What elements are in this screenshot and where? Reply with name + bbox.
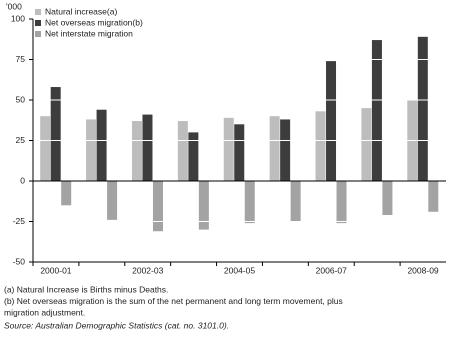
bar: [417, 36, 428, 181]
y-axis-unit: '000: [6, 1, 22, 11]
y-tick-label: 100: [11, 13, 25, 23]
source: Source: Australian Demographic Statistic…: [4, 320, 229, 330]
y-tick-label: 75: [16, 54, 26, 64]
bar: [428, 181, 439, 212]
bar: [244, 181, 255, 224]
x-tick-label: 2006-07: [316, 265, 347, 275]
bar: [371, 40, 382, 182]
bar: [152, 181, 163, 232]
x-tick-label: 2004-05: [224, 265, 255, 275]
y-tick-label: 25: [16, 135, 26, 145]
bar: [86, 119, 97, 181]
bar: [188, 132, 199, 181]
bar: [234, 124, 245, 181]
footnote: migration adjustment.: [4, 307, 85, 317]
bar: [96, 109, 107, 181]
bar: [280, 119, 291, 181]
x-tick-label: 2002-03: [132, 265, 163, 275]
legend-swatch: [35, 9, 41, 15]
bar: [40, 116, 51, 181]
bar: [326, 61, 337, 182]
legend-label: Natural increase(a): [45, 6, 117, 16]
bar: [315, 111, 326, 181]
bar: [50, 87, 61, 181]
footnote: (a) Natural Increase is Births minus Dea…: [4, 284, 168, 294]
y-tick-label: -25: [13, 216, 26, 226]
bar: [290, 181, 301, 222]
x-tick-label: 2008-09: [407, 265, 438, 275]
bar: [382, 181, 393, 216]
bar: [131, 121, 142, 181]
footnote: (b) Net overseas migration is the sum of…: [4, 296, 343, 306]
bar: [107, 181, 118, 220]
bar: [336, 181, 347, 224]
bar: [142, 114, 153, 181]
x-tick-label: 2000-01: [40, 265, 71, 275]
bar: [61, 181, 72, 206]
y-tick-label: -50: [13, 256, 26, 266]
y-tick-label: 50: [16, 94, 26, 104]
legend-swatch: [35, 31, 41, 37]
bar: [269, 116, 280, 181]
legend-label: Net interstate migration: [45, 28, 133, 38]
bar: [198, 181, 209, 230]
legend-label: Net overseas migration(b): [45, 17, 143, 27]
bar: [177, 121, 188, 181]
legend-swatch: [35, 20, 41, 26]
bar: [361, 108, 372, 181]
bar: [223, 117, 234, 181]
y-tick-label: 0: [20, 175, 25, 185]
